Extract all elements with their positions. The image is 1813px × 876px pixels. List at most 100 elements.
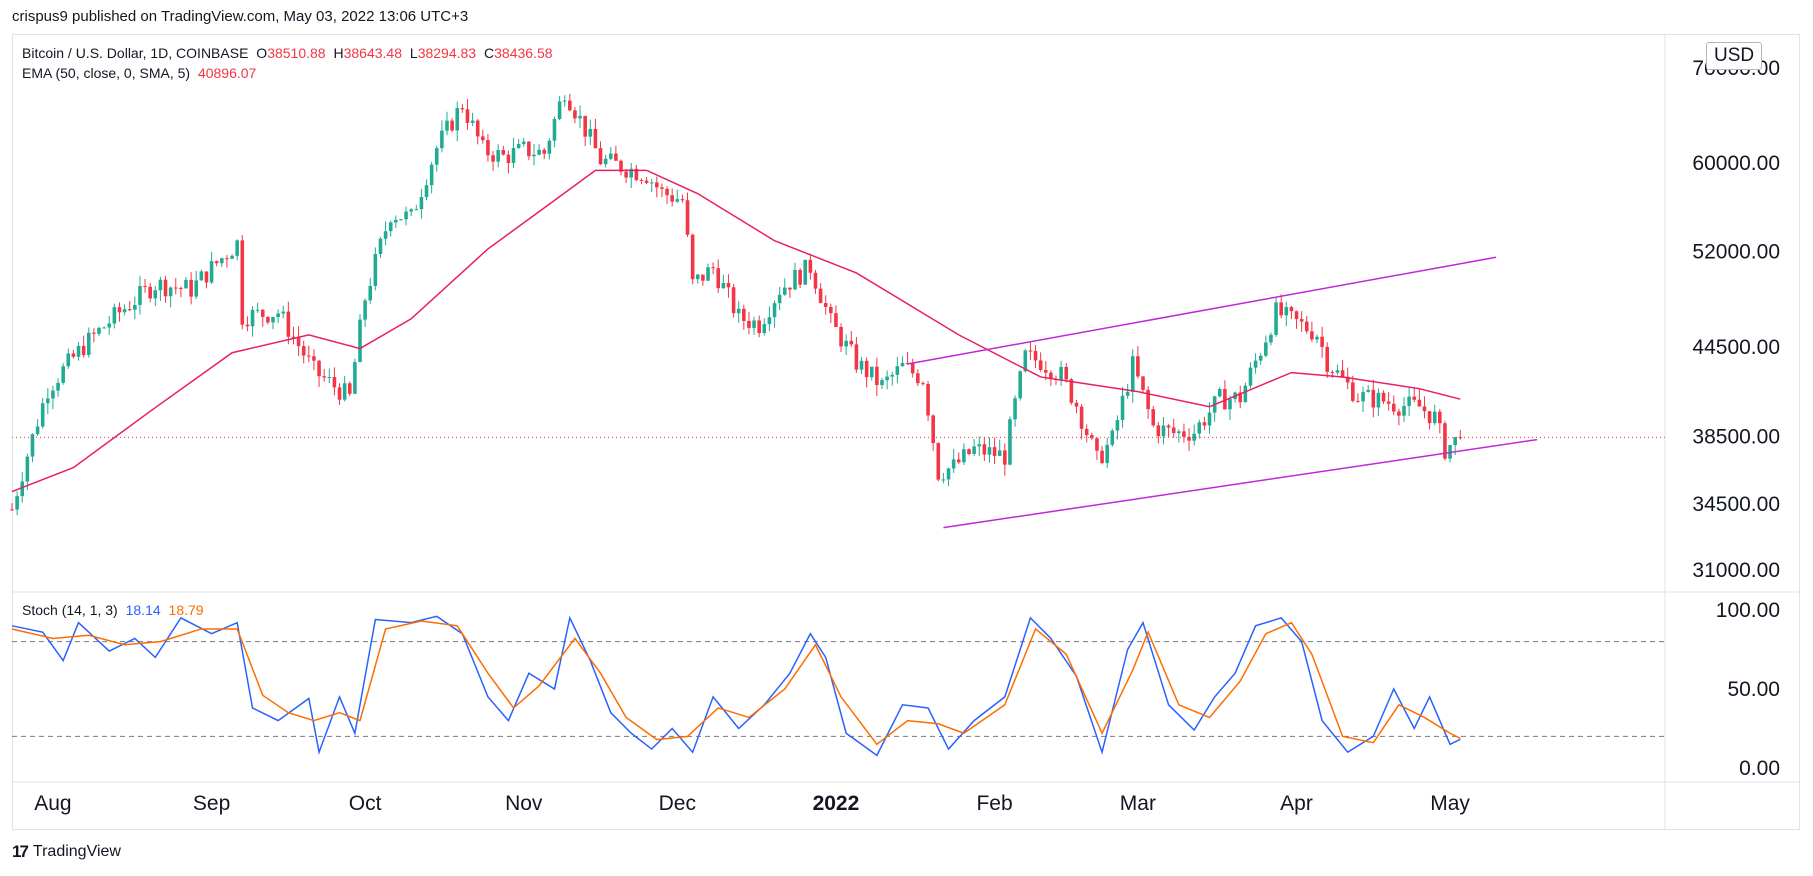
candle-body — [1397, 411, 1401, 416]
candle-body — [767, 317, 772, 325]
candle-body — [409, 209, 413, 212]
candle-body — [854, 344, 859, 370]
price-tick-label: 38500.00 — [1692, 425, 1780, 448]
candle-body — [81, 345, 86, 355]
candle-body — [56, 382, 60, 391]
stoch-k-line — [11, 615, 1461, 757]
low-value: L38294.83 — [409, 45, 477, 61]
candle-body — [240, 240, 245, 325]
candle-body — [1141, 376, 1145, 390]
candle-body — [1258, 355, 1263, 361]
price-legend: Bitcoin / U.S. Dollar, 1D, COINBASE O385… — [22, 45, 557, 61]
candle-body — [327, 376, 332, 378]
candle-body — [762, 324, 767, 333]
price-tick-label: 60000.00 — [1692, 152, 1780, 175]
candle-body — [481, 136, 485, 141]
candle-body — [649, 182, 654, 184]
candle-body — [521, 141, 526, 144]
candle-body — [1013, 398, 1017, 420]
candle-body — [230, 255, 234, 259]
candle-body — [61, 366, 65, 383]
candle-body — [220, 258, 224, 264]
candle-body — [1115, 419, 1120, 431]
candle-body — [992, 447, 997, 456]
candle-body — [194, 280, 199, 297]
candle-body — [583, 115, 587, 137]
price-tick-label: 34500.00 — [1692, 493, 1780, 516]
stoch-tick-label: 0.00 — [1739, 757, 1780, 780]
candle-body — [757, 320, 761, 333]
candle-body — [1391, 403, 1396, 412]
candle-body — [122, 309, 127, 313]
candle-body — [742, 308, 746, 321]
candle-body — [1438, 411, 1442, 424]
candle-body — [1366, 389, 1370, 392]
candle-body — [1166, 425, 1171, 428]
candle-body — [660, 187, 664, 189]
candle-body — [639, 180, 644, 182]
candle-body — [1003, 450, 1007, 465]
candle-body — [823, 303, 828, 307]
candle-body — [179, 287, 183, 289]
candle-body — [276, 313, 280, 318]
candle-body — [1320, 336, 1324, 347]
candle-body — [1381, 392, 1386, 402]
candle-body — [747, 320, 751, 328]
candle-body — [1202, 422, 1207, 426]
time-tick-label: Aug — [34, 792, 71, 815]
candle-body — [15, 496, 19, 510]
candle-body — [982, 444, 987, 455]
candle-body — [404, 211, 408, 220]
candle-body — [1156, 425, 1161, 437]
candle-body — [890, 374, 895, 377]
open-value: O38510.88 — [256, 45, 326, 61]
candle-body — [1289, 307, 1294, 312]
candle-body — [1238, 392, 1243, 403]
candle-body — [450, 120, 454, 131]
time-tick-label: Oct — [349, 792, 382, 815]
candle-body — [788, 287, 792, 290]
candle-body — [588, 128, 593, 137]
candle-body — [1084, 428, 1089, 436]
candle-body — [25, 456, 30, 482]
candle-body — [568, 100, 572, 111]
candle-body — [133, 304, 137, 310]
candle-body — [1274, 302, 1278, 335]
candle-body — [675, 199, 680, 202]
candle-body — [946, 468, 951, 480]
stoch-d-value: 18.79 — [168, 602, 204, 618]
candle-body — [271, 317, 275, 323]
candle-body — [685, 200, 690, 235]
candle-body — [1008, 419, 1012, 465]
chart-frame — [12, 34, 1800, 830]
candle-body — [332, 376, 337, 388]
price-tick-label: 31000.00 — [1692, 559, 1780, 582]
candle-body — [301, 346, 306, 356]
candle-body — [266, 316, 270, 323]
currency-button[interactable]: USD — [1706, 42, 1763, 70]
candle-body — [501, 150, 506, 155]
candle-body — [40, 403, 45, 427]
candle-body — [1264, 342, 1268, 356]
candle-body — [1043, 369, 1048, 373]
candle-body — [598, 148, 603, 165]
candle-body — [869, 366, 874, 378]
candle-body — [76, 345, 81, 357]
candle-body — [465, 109, 470, 123]
candle-body — [1146, 389, 1150, 410]
candle-body — [552, 119, 557, 141]
candle-body — [875, 366, 879, 386]
candle-body — [1187, 436, 1191, 441]
stoch-tick-label: 100.00 — [1716, 599, 1780, 622]
candle-body — [849, 340, 854, 345]
candle-body — [173, 287, 178, 289]
candle-body — [1069, 379, 1074, 403]
candle-body — [987, 447, 992, 455]
candle-body — [864, 360, 869, 378]
time-tick-label: 2022 — [813, 792, 860, 815]
candle-body — [516, 143, 521, 149]
candle-body — [793, 269, 797, 290]
candle-body — [557, 101, 562, 120]
candle-body — [460, 108, 465, 110]
